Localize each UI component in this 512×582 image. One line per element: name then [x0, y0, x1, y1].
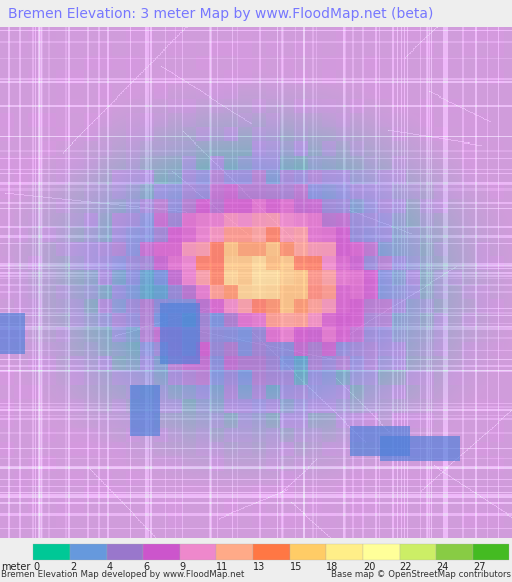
- Text: 27: 27: [473, 562, 485, 572]
- Text: 0: 0: [33, 562, 39, 572]
- Bar: [363, 544, 399, 560]
- Bar: [473, 544, 509, 560]
- Bar: [217, 544, 253, 560]
- Text: 18: 18: [326, 562, 338, 572]
- Bar: [436, 544, 473, 560]
- Bar: [399, 544, 436, 560]
- Text: 22: 22: [399, 562, 412, 572]
- Text: 20: 20: [363, 562, 375, 572]
- Bar: [180, 544, 217, 560]
- Text: 24: 24: [436, 562, 449, 572]
- Bar: [253, 544, 290, 560]
- Text: meter: meter: [1, 562, 30, 572]
- Bar: [33, 544, 70, 560]
- Text: 13: 13: [253, 562, 265, 572]
- Text: Base map © OpenStreetMap contributors: Base map © OpenStreetMap contributors: [331, 570, 511, 579]
- Bar: [143, 544, 180, 560]
- Bar: [290, 544, 326, 560]
- Text: 2: 2: [70, 562, 76, 572]
- Text: 11: 11: [217, 562, 229, 572]
- Text: 9: 9: [180, 562, 186, 572]
- Bar: [326, 544, 363, 560]
- Text: Bremen Elevation Map developed by www.FloodMap.net: Bremen Elevation Map developed by www.Fl…: [1, 570, 244, 579]
- Text: 6: 6: [143, 562, 150, 572]
- Bar: [106, 544, 143, 560]
- Text: 4: 4: [106, 562, 113, 572]
- Text: 15: 15: [290, 562, 302, 572]
- Text: Bremen Elevation: 3 meter Map by www.FloodMap.net (beta): Bremen Elevation: 3 meter Map by www.Flo…: [8, 6, 433, 21]
- Bar: [70, 544, 106, 560]
